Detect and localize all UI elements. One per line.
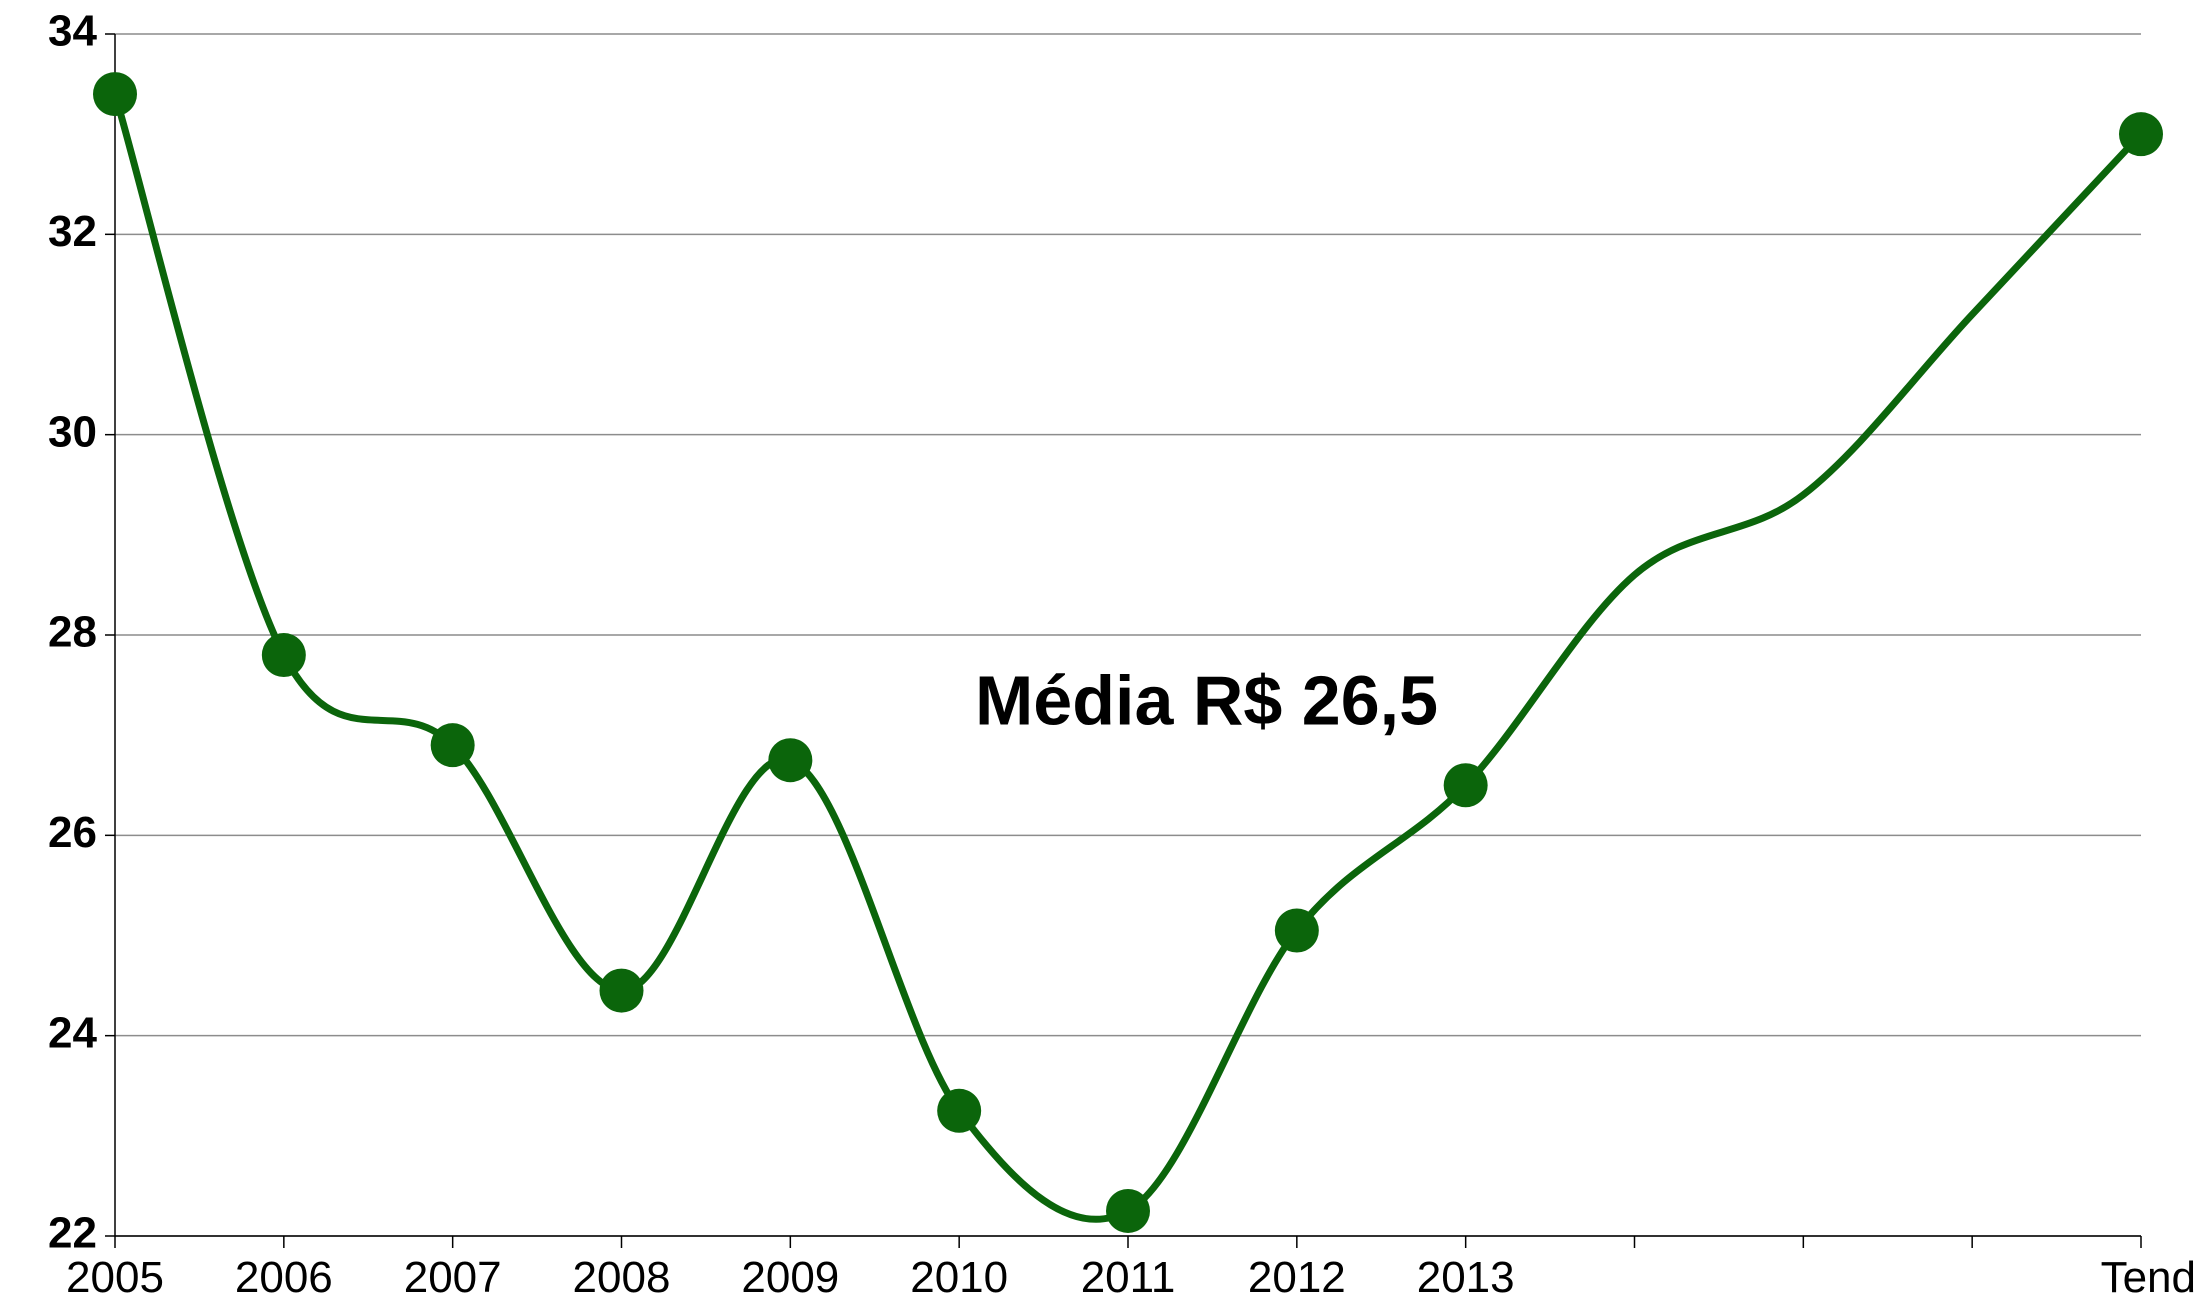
- marker: [93, 72, 137, 117]
- y-tick-label: 28: [48, 608, 97, 657]
- x-tick-label: Tend: [2101, 1253, 2196, 1302]
- marker: [2119, 112, 2163, 157]
- x-tick-label: 2006: [235, 1253, 333, 1302]
- marker: [430, 723, 475, 768]
- y-tick-label: 32: [48, 207, 97, 256]
- x-tick-label: 2013: [1417, 1253, 1515, 1302]
- y-tick-label: 22: [48, 1209, 97, 1258]
- marker: [1274, 908, 1319, 953]
- y-tick-label: 34: [48, 7, 97, 56]
- y-tick-label: 26: [48, 808, 97, 857]
- line: [111, 93, 2144, 1223]
- x-tick-label: 2012: [1248, 1253, 1346, 1302]
- marker: [261, 633, 306, 678]
- x-tick-label: 2008: [573, 1253, 671, 1302]
- marker: [937, 1088, 982, 1133]
- marker: [768, 738, 813, 783]
- marker: [1106, 1188, 1150, 1233]
- y-tick-label: 24: [48, 1008, 97, 1057]
- marker: [1443, 763, 1488, 808]
- marker: [599, 968, 644, 1013]
- x-tick-label: 2005: [66, 1253, 164, 1302]
- x-tick-label: 2010: [910, 1253, 1008, 1302]
- x-tick-label: 2007: [404, 1253, 502, 1302]
- y-tick-label: 30: [48, 407, 97, 456]
- annotation: Média R$ 26,5: [975, 661, 1438, 739]
- x-tick-label: 2009: [741, 1253, 839, 1302]
- x-tick-label: 2011: [1081, 1253, 1176, 1302]
